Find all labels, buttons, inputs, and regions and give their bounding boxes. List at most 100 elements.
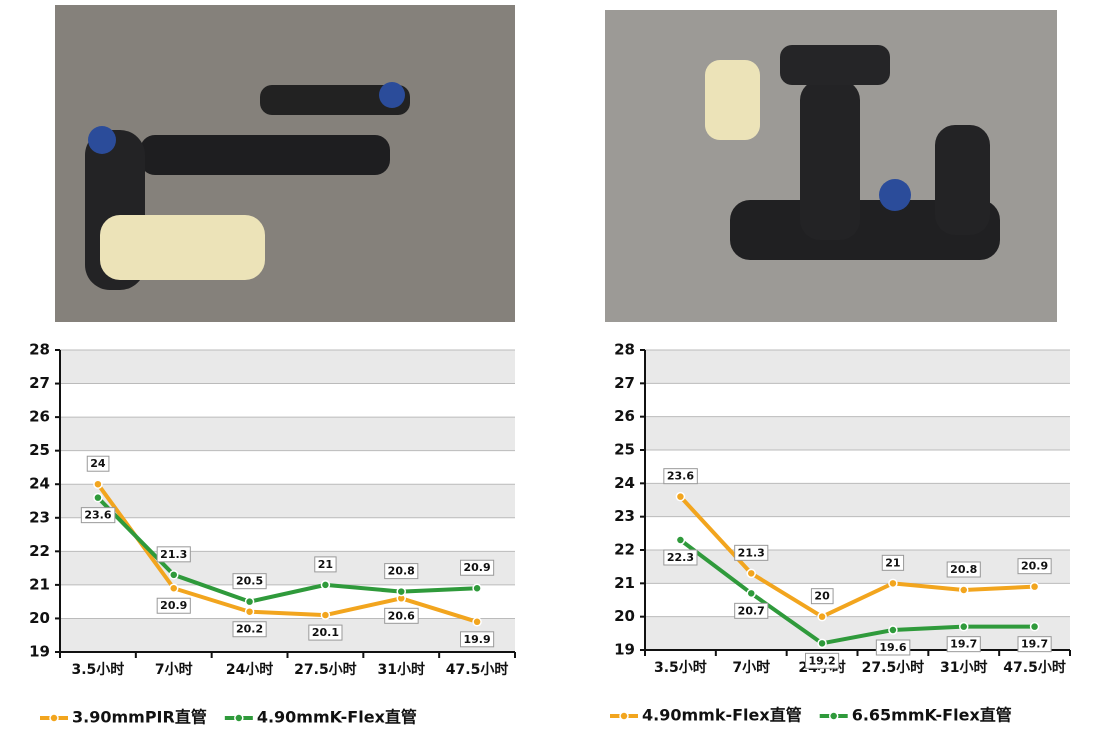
- data-label-box: [1017, 558, 1052, 575]
- data-label: 20: [814, 590, 830, 603]
- grid-band: [645, 550, 1070, 584]
- y-tick-label: 21: [614, 574, 635, 592]
- data-label: 23.6: [667, 470, 694, 483]
- series-line: [96, 483, 478, 624]
- data-label-box: [86, 455, 110, 472]
- y-tick-label: 22: [614, 541, 635, 559]
- data-label: 20.8: [950, 563, 977, 576]
- y-tick-label: 23: [614, 507, 635, 525]
- photo-left: [55, 5, 515, 322]
- grid-band: [645, 483, 1070, 517]
- x-tick-label: 31小时: [940, 659, 987, 676]
- data-point: [817, 611, 827, 622]
- data-point: [472, 583, 482, 593]
- data-label-box: [308, 624, 343, 641]
- data-label: 20.6: [388, 609, 415, 622]
- data-label-box: [156, 597, 191, 614]
- data-label-box: [232, 621, 267, 638]
- data-label-box: [946, 636, 981, 653]
- data-point: [888, 578, 898, 589]
- data-label: 21.3: [160, 548, 187, 561]
- legend-marker: [49, 713, 59, 723]
- grid-band: [645, 416, 1070, 450]
- legend-marker: [619, 711, 629, 721]
- y-tick-label: 28: [614, 341, 635, 359]
- data-label: 19.7: [950, 638, 977, 651]
- data-label: 24: [90, 457, 106, 470]
- data-point: [746, 588, 756, 599]
- x-tick-label: 27.5小时: [862, 659, 925, 676]
- data-label-box: [805, 652, 840, 669]
- data-label: 20.1: [312, 626, 339, 639]
- data-label-box: [946, 561, 981, 578]
- data-label: 20.8: [388, 565, 415, 578]
- data-label-box: [1017, 636, 1052, 653]
- data-label-box: [663, 468, 698, 485]
- y-tick-label: 28: [29, 341, 50, 359]
- data-point: [169, 583, 179, 593]
- data-point: [320, 610, 331, 620]
- data-label-box: [232, 573, 267, 590]
- data-label-box: [734, 602, 769, 619]
- data-label: 19.7: [1021, 638, 1048, 651]
- data-label-box: [80, 507, 116, 524]
- x-tick-label: 31小时: [378, 661, 425, 678]
- data-label: 20.5: [236, 575, 263, 588]
- data-label-box: [663, 549, 698, 566]
- y-tick-label: 26: [614, 407, 635, 425]
- grid-band: [60, 350, 515, 384]
- data-label-box: [384, 563, 419, 580]
- data-label: 19.9: [464, 633, 491, 646]
- data-point: [169, 570, 179, 580]
- x-tick-label: 27.5小时: [294, 661, 357, 678]
- y-tick-label: 22: [29, 542, 50, 560]
- data-point: [959, 621, 969, 632]
- grid-band: [645, 616, 1070, 650]
- data-point: [817, 638, 827, 649]
- y-tick-label: 20: [614, 607, 635, 625]
- data-label-box: [460, 631, 495, 648]
- data-label-box: [314, 556, 337, 573]
- data-label: 19.2: [809, 654, 836, 667]
- data-point: [959, 585, 969, 595]
- data-label: 20.9: [1021, 560, 1048, 573]
- photo-right: [605, 10, 1057, 322]
- data-label: 23.6: [84, 509, 111, 522]
- y-tick-label: 24: [29, 475, 50, 493]
- legend-label: 3.90mmPIR直管: [72, 708, 207, 727]
- grid-band: [60, 618, 515, 652]
- data-label: 20.9: [160, 599, 187, 612]
- series-line: [679, 538, 1035, 646]
- data-label: 21: [885, 556, 900, 569]
- data-label: 20.2: [236, 623, 263, 636]
- x-tick-label: 47.5小时: [446, 661, 509, 678]
- legend-label: 4.90mmk-Flex直管: [642, 706, 802, 725]
- data-point: [396, 586, 406, 597]
- y-tick-label: 20: [29, 609, 50, 627]
- x-tick-label: 7小时: [732, 659, 770, 676]
- y-tick-label: 19: [614, 641, 635, 659]
- data-point: [1029, 621, 1040, 632]
- legend-marker: [234, 713, 244, 723]
- data-point: [244, 596, 255, 607]
- y-tick-label: 24: [614, 474, 635, 492]
- data-point: [675, 535, 686, 545]
- y-tick-label: 25: [614, 441, 635, 459]
- data-label: 22.3: [667, 551, 694, 564]
- data-point: [93, 492, 103, 503]
- y-tick-label: 21: [29, 575, 50, 593]
- data-point: [675, 491, 686, 502]
- legend-label: 6.65mmK-Flex直管: [852, 706, 1012, 725]
- data-label-box: [881, 554, 905, 571]
- x-tick-label: 24小时: [226, 661, 273, 678]
- data-point: [244, 606, 255, 617]
- data-point: [1029, 581, 1040, 592]
- data-label-box: [875, 639, 911, 656]
- data-label: 19.6: [879, 641, 906, 654]
- grid-band: [645, 350, 1070, 384]
- y-tick-label: 27: [29, 374, 50, 392]
- data-label: 21: [318, 558, 333, 571]
- x-tick-label: 47.5小时: [1003, 659, 1066, 676]
- x-tick-label: 7小时: [155, 661, 193, 678]
